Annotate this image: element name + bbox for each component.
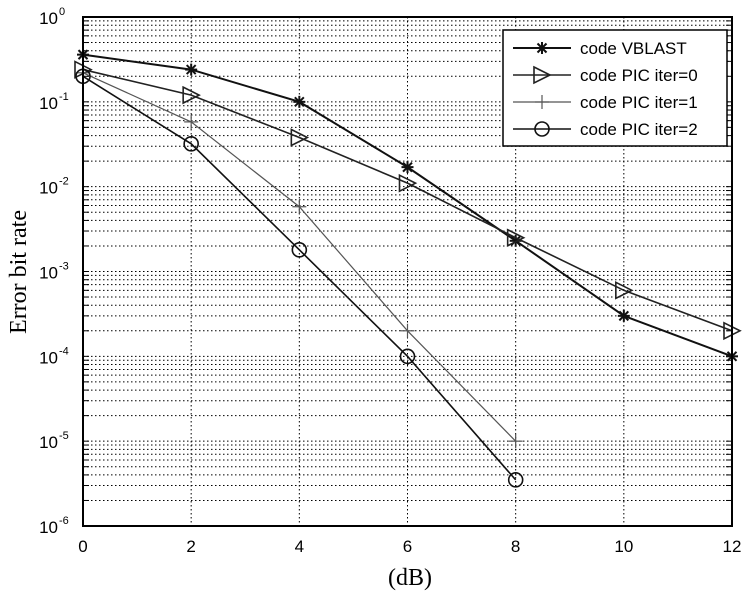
- y-tick-label: 10: [39, 433, 58, 452]
- series-0: [77, 48, 738, 363]
- y-axis-label: Error bit rate: [6, 210, 32, 334]
- y-tick-exponent: -4: [59, 345, 69, 357]
- y-tick-label: 10: [39, 264, 58, 283]
- x-tick-label: 0: [78, 537, 87, 556]
- y-tick-label: 10: [39, 179, 58, 198]
- legend-label: code PIC iter=1: [580, 93, 698, 112]
- x-tick-label: 2: [186, 537, 195, 556]
- y-tick-exponent: 0: [59, 6, 65, 18]
- y-tick-label: 10: [39, 94, 58, 113]
- x-tick-label: 8: [511, 537, 520, 556]
- data-series: [74, 48, 742, 488]
- x-axis-ticks: 0 2 4 6 8 10 12: [78, 537, 741, 556]
- y-tick-exponent: -1: [59, 91, 69, 103]
- y-tick-exponent: -5: [59, 430, 69, 442]
- plot-frame: [82, 16, 733, 527]
- y-tick-exponent: -2: [59, 176, 69, 188]
- x-tick-label: 12: [723, 537, 742, 556]
- x-tick-label: 10: [614, 537, 633, 556]
- y-tick-exponent: -3: [59, 261, 69, 273]
- y-tick-label: 10: [39, 518, 58, 537]
- legend-entry: code VBLAST: [513, 39, 687, 58]
- y-tick-label: 10: [39, 9, 58, 28]
- y-tick-label: 10: [39, 348, 58, 367]
- legend: code VBLAST code PIC iter=0 code PIC iter=…: [502, 29, 728, 147]
- x-tick-label: 6: [403, 537, 412, 556]
- legend-entry: code PIC iter=1: [513, 93, 698, 112]
- x-axis-label: (dB): [388, 565, 432, 591]
- legend-label: code VBLAST: [580, 39, 687, 58]
- legend-entry: code PIC iter=0: [513, 65, 698, 85]
- x-tick-label: 4: [295, 537, 304, 556]
- legend-label: code PIC iter=0: [580, 66, 698, 85]
- legend-label: code PIC iter=2: [580, 120, 698, 139]
- y-tick-exponent: -6: [59, 515, 69, 527]
- legend-entry: code PIC iter=2: [513, 120, 698, 139]
